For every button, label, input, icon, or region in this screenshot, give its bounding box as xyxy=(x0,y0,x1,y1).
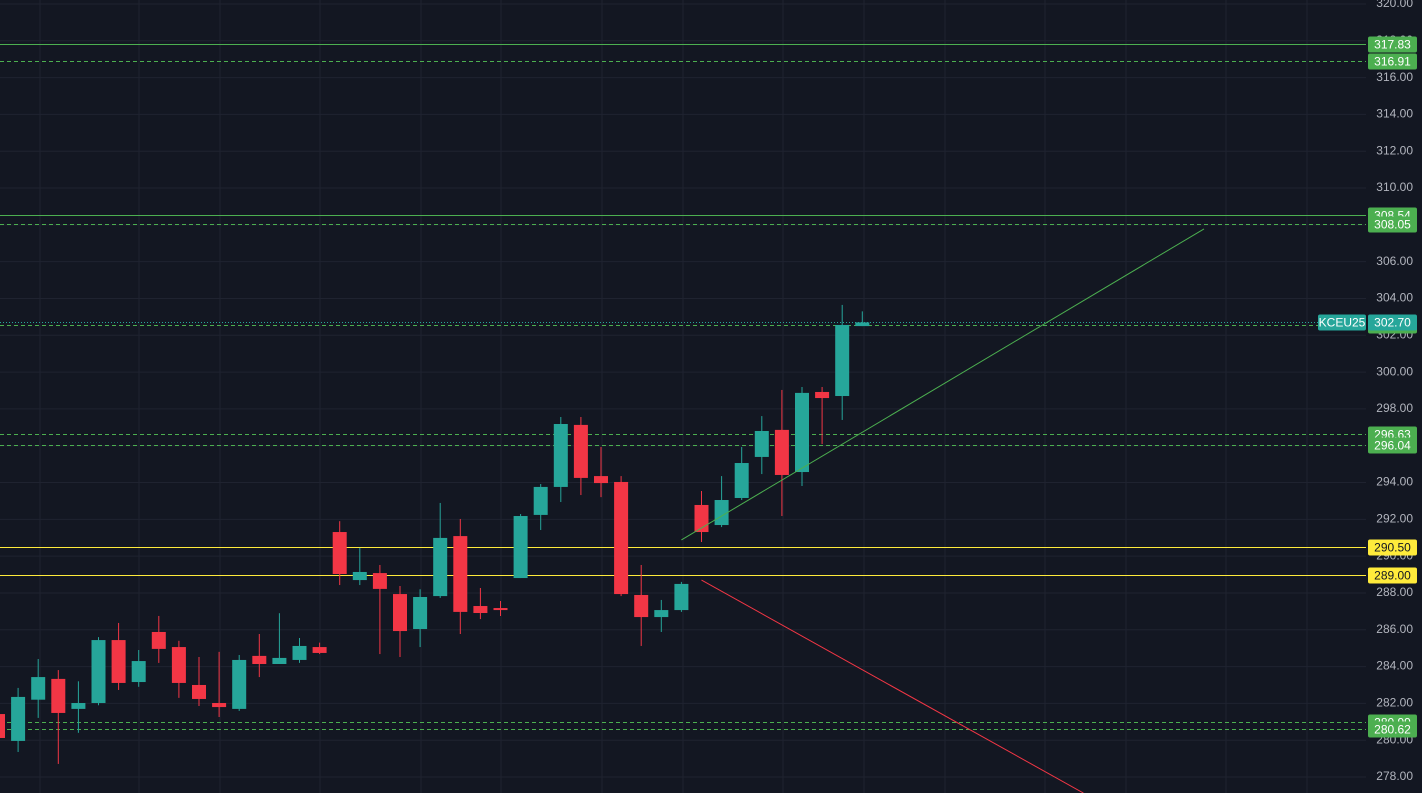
candle-body xyxy=(453,536,468,612)
last-price-label: 302.70 xyxy=(1374,316,1411,330)
level-label-box xyxy=(1368,216,1417,233)
level-label: 290.50 xyxy=(1374,541,1411,555)
candle-body xyxy=(754,430,769,457)
candle-body xyxy=(272,657,287,664)
level-label: 296.04 xyxy=(1374,439,1411,453)
candle-body xyxy=(473,606,488,614)
candle-body xyxy=(0,714,5,738)
level-label: 308.05 xyxy=(1374,218,1411,232)
candle-body xyxy=(795,392,809,473)
candle-body xyxy=(493,608,508,611)
y-tick-label: 284.00 xyxy=(1376,659,1413,673)
level-label: 316.91 xyxy=(1374,55,1411,69)
candle-body xyxy=(232,659,247,709)
candles xyxy=(0,304,870,764)
candle-body xyxy=(614,481,629,595)
candle-body xyxy=(151,631,166,649)
trendlines xyxy=(681,228,1205,793)
candle-body xyxy=(111,640,126,683)
y-tick-label: 286.00 xyxy=(1376,622,1413,636)
candle-body xyxy=(252,655,267,664)
level-label-box xyxy=(1368,53,1417,70)
y-tick-label: 320.00 xyxy=(1376,0,1413,10)
candle-body xyxy=(91,640,106,704)
candle-body xyxy=(433,537,448,597)
y-tick-label: 314.00 xyxy=(1376,107,1413,121)
candle-body xyxy=(674,583,689,611)
symbol-label-box xyxy=(1318,314,1366,331)
y-tick-label: 310.00 xyxy=(1376,180,1413,194)
y-tick-label: 288.00 xyxy=(1376,585,1413,599)
level-label-box xyxy=(1368,36,1417,53)
trendline xyxy=(701,579,1084,793)
level-label-box xyxy=(1368,567,1417,584)
y-tick-label: 304.00 xyxy=(1376,291,1413,305)
candle-body xyxy=(573,424,588,478)
candle-body xyxy=(171,647,186,683)
trendline xyxy=(681,228,1205,541)
candle-body xyxy=(855,322,870,327)
candle-body xyxy=(413,597,428,630)
candle-body xyxy=(553,423,568,487)
candle-body xyxy=(131,661,146,683)
last-price-box xyxy=(1368,314,1417,331)
candle-body xyxy=(352,571,367,581)
candle-body xyxy=(835,324,850,397)
candle-body xyxy=(734,463,749,498)
symbol-label: KCEU25 xyxy=(1319,316,1366,330)
candle-body xyxy=(292,645,307,660)
y-tick-label: 316.00 xyxy=(1376,70,1413,84)
y-tick-label: 312.00 xyxy=(1376,143,1413,157)
candle-body xyxy=(694,504,709,533)
y-tick-label: 306.00 xyxy=(1376,254,1413,268)
level-label: 280.62 xyxy=(1374,723,1411,737)
level-label: 289.00 xyxy=(1374,569,1411,583)
candle-body xyxy=(192,684,206,699)
y-tick-label: 282.00 xyxy=(1376,696,1413,710)
candle-body xyxy=(71,703,86,709)
candle-body xyxy=(594,476,608,484)
level-label-box xyxy=(1368,721,1417,738)
candle-body xyxy=(513,516,528,579)
candle-body xyxy=(815,391,830,399)
y-tick-label: 300.00 xyxy=(1376,364,1413,378)
y-tick-label: 292.00 xyxy=(1376,512,1413,526)
candle-body xyxy=(634,594,649,618)
level-label-box xyxy=(1368,437,1417,454)
candle-body xyxy=(212,703,227,708)
y-tick-label: 278.00 xyxy=(1376,769,1413,783)
candle-body xyxy=(51,678,66,713)
candle-body xyxy=(332,532,347,574)
price-labels: 317.83316.91308.54308.05302.54296.63296.… xyxy=(1318,36,1417,738)
y-tick-label: 294.00 xyxy=(1376,475,1413,489)
candle-body xyxy=(393,594,407,632)
level-label-box xyxy=(1368,539,1417,556)
candle-body xyxy=(654,610,669,618)
y-tick-label: 298.00 xyxy=(1376,401,1413,415)
candle-body xyxy=(31,677,46,700)
levels xyxy=(0,44,1366,730)
candle-body xyxy=(774,429,789,475)
candle-body xyxy=(11,696,26,741)
candle-body xyxy=(714,500,729,526)
level-label: 317.83 xyxy=(1374,38,1411,52)
candle-body xyxy=(312,647,327,653)
candle-body xyxy=(372,573,387,589)
candle-body xyxy=(533,486,548,515)
